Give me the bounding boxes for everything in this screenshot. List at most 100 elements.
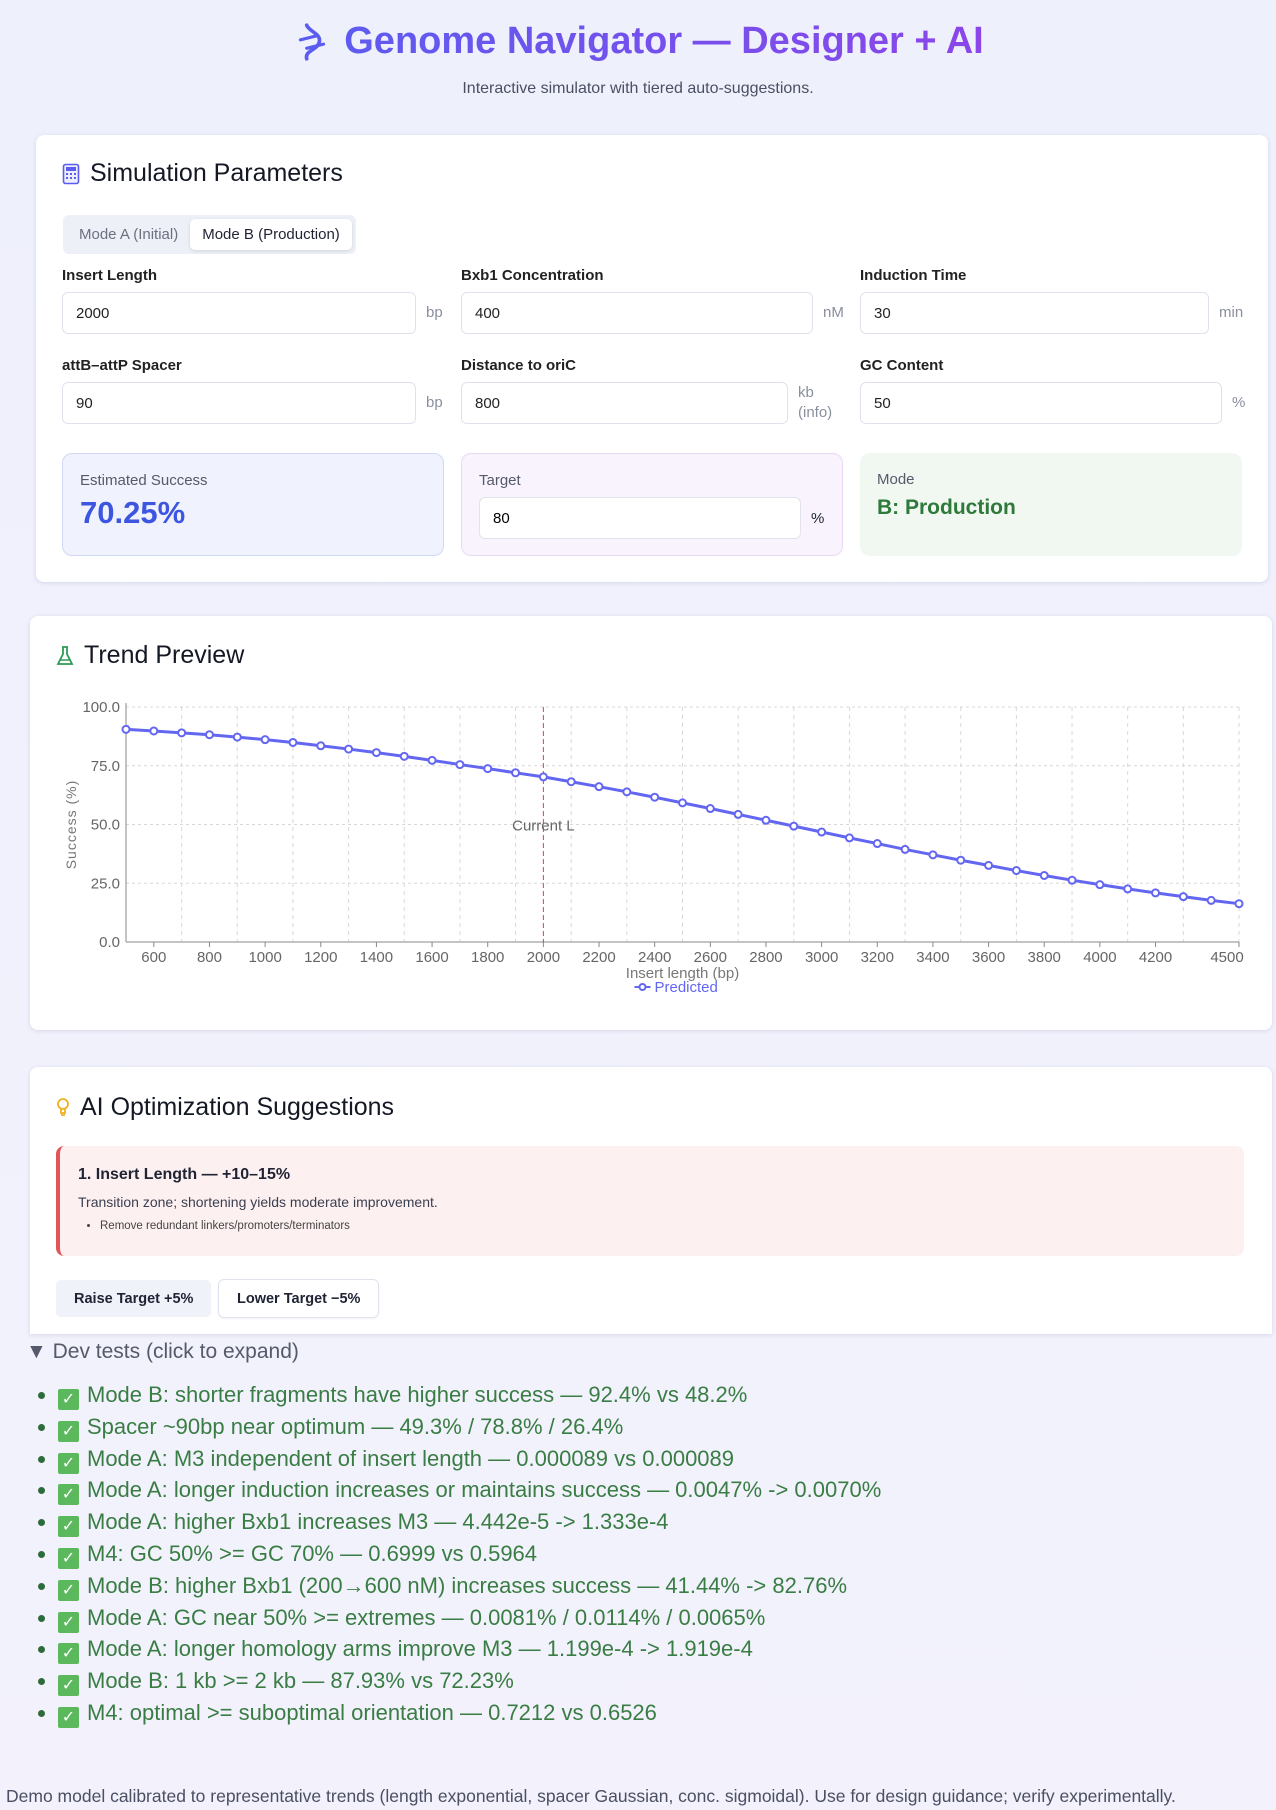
data-point [1178, 892, 1188, 902]
data-point [566, 777, 576, 787]
dev-test-item: ✓ M4: GC 50% >= GC 70% — 0.6999 vs 0.5964 [58, 1541, 881, 1573]
data-point [984, 860, 994, 870]
tab-mode-a[interactable]: Mode A (Initial) [79, 226, 179, 243]
x-tick-label: 3000 [805, 949, 838, 966]
field-label: attB–attP Spacer [62, 357, 182, 374]
data-point [511, 768, 521, 778]
section-title-text: Simulation Parameters [90, 159, 343, 187]
x-tick-label: 4200 [1139, 949, 1172, 966]
spacer-field: attB–attP Spacer bp [62, 357, 443, 424]
data-point [538, 772, 548, 782]
suggestion-title: 1. Insert Length — +10–15% [78, 1166, 291, 1183]
section-title: Simulation Parameters [62, 159, 343, 188]
dev-tests-toggle[interactable]: ▼ Dev tests (click to expand) [26, 1340, 299, 1363]
dev-tests-list: ✓ Mode B: shorter fragments have higher s… [38, 1382, 881, 1732]
data-point [260, 735, 270, 745]
field-label: GC Content [860, 357, 944, 374]
check-icon: ✓ [58, 1675, 79, 1697]
check-icon: ✓ [58, 1579, 79, 1601]
tab-mode-b[interactable]: Mode B (Production) [190, 219, 352, 250]
dev-test-item: ✓ Spacer ~90bp near optimum — 49.3% / 78.… [58, 1414, 881, 1446]
x-tick-label: 1800 [471, 949, 504, 966]
dev-test-item: ✓ Mode B: shorter fragments have higher s… [58, 1382, 881, 1414]
ai-suggestions-card: AI Optimization Suggestions 1. Insert Le… [30, 1067, 1272, 1334]
data-point [622, 787, 632, 797]
data-point [650, 792, 660, 802]
dev-test-item: ✓ Mode A: GC near 50% >= extremes — 0.008… [58, 1605, 881, 1637]
legend-marker [638, 983, 647, 991]
x-tick-label: 2800 [749, 949, 782, 966]
spacer-input[interactable] [62, 382, 416, 424]
simulation-parameters-card: Simulation Parameters Mode A (Initial) M… [36, 135, 1268, 582]
check-icon: ✓ [58, 1611, 79, 1633]
section-title-text: AI Optimization Suggestions [80, 1093, 395, 1121]
gc-content-input[interactable] [860, 382, 1222, 424]
estimated-success-value: 70.25% [80, 495, 186, 530]
bxb1-concentration-field: Bxb1 Concentration nM [461, 267, 844, 334]
data-point [455, 760, 465, 770]
bxb1-concentration-input[interactable] [461, 292, 813, 334]
y-tick-label: 25.0 [91, 875, 120, 892]
data-point [399, 751, 409, 761]
y-tick-label: 0.0 [99, 934, 120, 951]
check-icon: ✓ [58, 1420, 79, 1442]
data-point [316, 741, 326, 751]
x-tick-label: 1400 [360, 949, 393, 966]
section-title-text: Trend Preview [84, 641, 245, 669]
gc-content-field: GC Content% [860, 357, 1245, 424]
page-title: Genome Navigator — Designer + AI [292, 20, 984, 63]
suggestion-item: 1. Insert Length — +10–15% Transition zo… [56, 1146, 1244, 1256]
induction-time-input[interactable] [860, 292, 1209, 334]
data-point [789, 821, 799, 831]
x-tick-label: 1600 [415, 949, 448, 966]
stat-label: Target [479, 472, 521, 489]
x-tick-label: 3800 [1028, 949, 1061, 966]
flask-icon [56, 645, 74, 665]
y-tick-label: 100.0 [82, 699, 120, 716]
data-point [1067, 875, 1077, 885]
raise-target-button[interactable]: Raise Target +5% [56, 1280, 212, 1317]
x-tick-label: 2400 [638, 949, 671, 966]
distance-oric-input[interactable] [461, 382, 788, 424]
data-point [232, 732, 242, 742]
data-point [1151, 888, 1161, 898]
stat-label: Estimated Success [80, 472, 208, 489]
data-point [371, 748, 381, 758]
dna-icon [299, 22, 326, 61]
check-icon: ✓ [58, 1516, 79, 1538]
test-text: Mode B: 1 kb >= 2 kb — 87.93% vs 72.23% [87, 1668, 514, 1694]
check-icon: ✓ [58, 1706, 79, 1728]
field-label: Induction Time [860, 267, 967, 284]
x-axis-label: Insert length (bp) [626, 965, 739, 982]
insert-length-input[interactable] [62, 292, 416, 334]
target-input[interactable] [479, 497, 801, 539]
lower-target-button[interactable]: Lower Target −5% [219, 1280, 379, 1317]
data-point [483, 764, 493, 774]
data-point [844, 833, 854, 843]
dev-test-item: ✓ Mode A: longer homology arms improve M3… [58, 1636, 881, 1668]
dev-test-item: ✓ Mode A: M3 independent of insert length… [58, 1446, 881, 1478]
y-tick-label: 50.0 [91, 817, 120, 834]
unit: bp [426, 304, 443, 321]
induction-time-field: Induction Time min [860, 267, 1243, 334]
data-point [761, 815, 771, 825]
x-tick-label: 3400 [916, 949, 949, 966]
check-icon: ✓ [58, 1452, 79, 1474]
test-text: Mode B: higher Bxb1 (200→600 nM) increas… [87, 1572, 848, 1598]
data-point [928, 850, 938, 860]
data-point [344, 744, 354, 754]
x-tick-label: 3200 [861, 949, 894, 966]
test-text: Mode A: higher Bxb1 increases M3 — 4.442… [87, 1509, 669, 1535]
check-icon: ✓ [58, 1389, 79, 1410]
data-point [1234, 899, 1244, 909]
data-point [594, 782, 604, 792]
check-icon: ✓ [58, 1484, 79, 1506]
suggestion-description: Transition zone; shortening yields moder… [78, 1194, 438, 1210]
data-point [1123, 884, 1133, 894]
distance-oric-field: Distance to oriC kb (info) [461, 357, 834, 424]
title-text: Genome Navigator — Designer + AI [344, 20, 984, 62]
dev-test-item: ✓ Mode B: 1 kb >= 2 kb — 87.93% vs 72.23% [58, 1668, 881, 1700]
trend-preview-card: Trend Preview 0.0 25.0 50.0 75.0 100.0 600 800… [30, 616, 1272, 1030]
test-text: Mode B: shorter fragments have higher su… [87, 1382, 748, 1407]
x-tick-label: 2600 [694, 949, 727, 966]
